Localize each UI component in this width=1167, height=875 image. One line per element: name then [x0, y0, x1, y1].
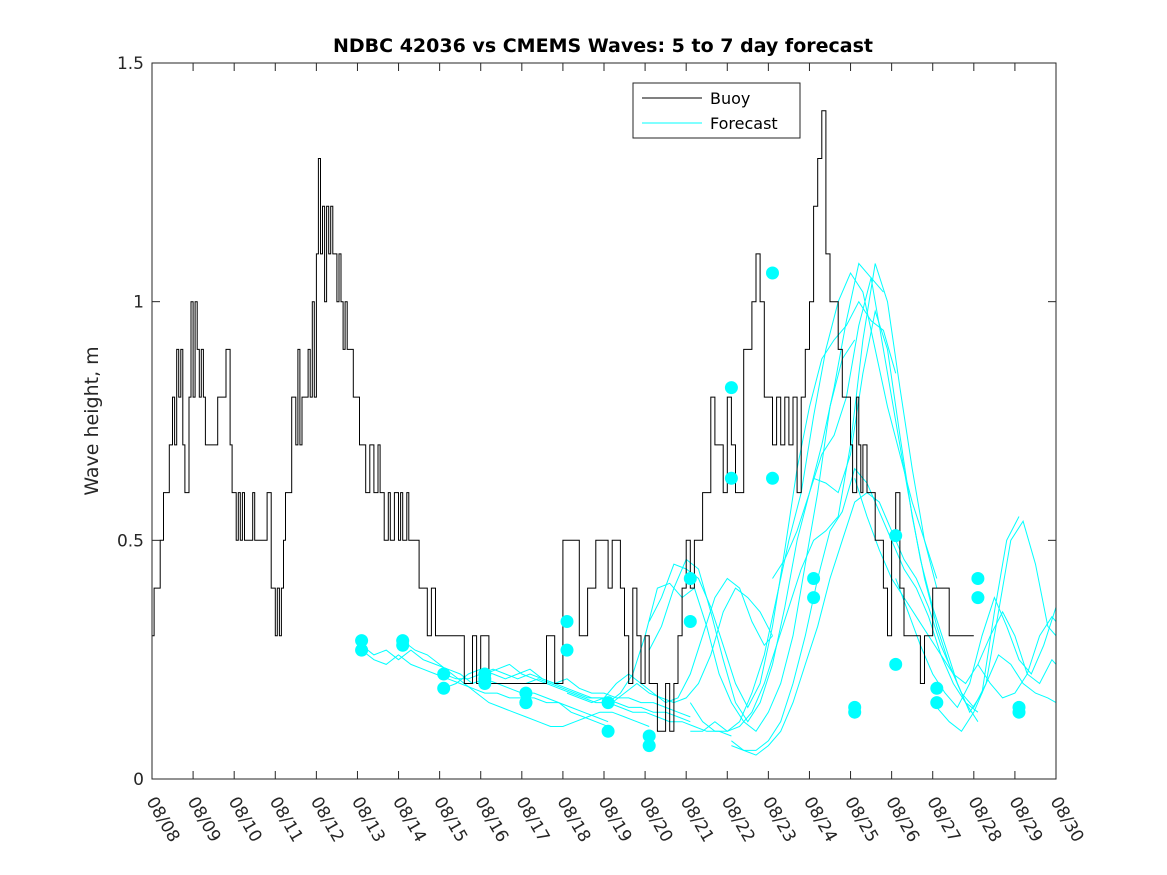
x-tick-label: 08/15 [429, 794, 471, 846]
y-tick-label: 0.5 [117, 531, 144, 551]
forecast-marker [889, 529, 903, 543]
forecast-marker [642, 729, 656, 743]
x-tick-label: 08/23 [758, 794, 800, 846]
x-tick-label: 08/21 [676, 794, 718, 846]
forecast-marker [724, 381, 738, 395]
legend-buoy-label: Buoy [710, 89, 750, 108]
x-tick-label: 08/25 [840, 794, 882, 846]
forecast-line-7 [525, 587, 773, 704]
forecast-marker [724, 471, 738, 485]
y-tick-label: 0 [133, 770, 144, 790]
x-tick-label: 08/14 [388, 794, 430, 846]
y-axis-label: Wave height, m [81, 346, 103, 495]
forecast-marker [355, 634, 369, 648]
x-tick-label: 08/11 [265, 794, 307, 846]
forecast-marker [889, 657, 903, 671]
forecast-line-21 [977, 615, 1056, 699]
forecast-line-14 [731, 467, 979, 751]
forecast-marker [971, 572, 985, 585]
forecast-marker [478, 677, 492, 690]
x-tick-label: 08/13 [347, 794, 389, 846]
forecast-marker [807, 591, 821, 605]
x-tick-label: 08/28 [963, 794, 1005, 846]
forecast-line-11 [648, 276, 884, 723]
forecast-line-13 [690, 263, 938, 732]
x-tick-label: 08/30 [1046, 794, 1088, 846]
forecast-marker [519, 686, 533, 700]
x-tick-label: 08/12 [306, 794, 348, 846]
forecast-marker [1012, 705, 1026, 719]
forecast-marker [519, 696, 533, 710]
forecast-marker [560, 615, 574, 628]
forecast-line-9 [607, 339, 856, 733]
forecast-marker [355, 643, 369, 657]
forecast-marker [437, 681, 451, 695]
x-tick-label: 08/22 [717, 794, 759, 846]
forecast-marker [807, 572, 821, 585]
series-layer [152, 110, 1056, 756]
forecast-marker [560, 643, 574, 657]
y-tick-label: 1.5 [117, 54, 144, 74]
forecast-line-17 [813, 309, 1056, 709]
forecast-marker [683, 615, 697, 628]
forecast-line-20 [936, 654, 1056, 733]
forecast-line-8 [566, 577, 773, 704]
x-tick-label: 08/24 [799, 794, 841, 846]
legend-forecast-label: Forecast [710, 114, 778, 133]
forecast-marker [766, 266, 779, 280]
forecast-marker [766, 471, 779, 485]
buoy-line [152, 110, 974, 732]
plot-clip [152, 110, 1056, 756]
forecast-marker [930, 681, 944, 695]
forecast-marker [437, 667, 451, 681]
x-tick-label: 08/17 [511, 794, 553, 846]
x-tick-label: 08/18 [553, 794, 595, 846]
forecast-marker [601, 696, 615, 710]
y-tick-label: 1 [133, 293, 144, 313]
x-tick-label: 08/08 [142, 794, 184, 846]
x-tick-label: 08/26 [881, 794, 923, 846]
legend: Buoy Forecast [632, 82, 801, 139]
forecast-marker [396, 638, 410, 652]
x-tick-label: 08/29 [1005, 794, 1047, 846]
x-tick-label: 08/09 [183, 794, 225, 846]
forecast-line-12 [689, 271, 938, 732]
forecast-marker [642, 739, 656, 753]
legend-box [632, 82, 801, 139]
x-tick-label: 08/10 [224, 794, 266, 846]
forecast-marker [601, 724, 615, 738]
forecast-line-18 [854, 478, 1056, 685]
forecast-marker [683, 572, 697, 585]
forecast-marker [971, 591, 985, 605]
x-tick-label: 08/27 [922, 794, 964, 846]
forecast-line-2 [361, 649, 609, 723]
forecast-marker [930, 696, 944, 710]
x-tick-label: 08/16 [470, 794, 512, 846]
x-tick-label: 08/20 [635, 794, 677, 846]
forecast-marker [848, 705, 862, 719]
forecast-line-15 [731, 491, 979, 756]
x-tick-label: 08/19 [594, 794, 636, 846]
forecast-line-19 [895, 578, 1056, 709]
chart-title: NDBC 42036 vs CMEMS Waves: 5 to 7 day fo… [333, 35, 873, 57]
